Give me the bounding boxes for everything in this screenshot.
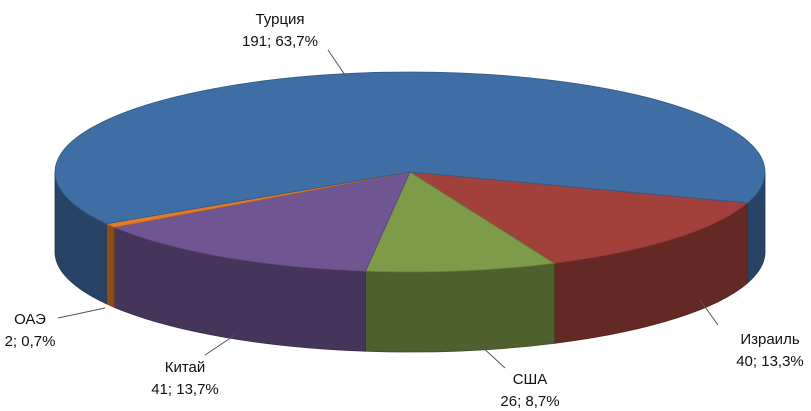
label-value: 191; 63,7%: [242, 33, 318, 50]
slice-side: [105, 223, 115, 308]
leader-line: [699, 299, 719, 326]
label-name: Китай: [165, 359, 206, 376]
label-value: 2; 0,7%: [5, 333, 56, 350]
label-name: США: [513, 371, 548, 388]
label-name: ОАЭ: [14, 311, 46, 328]
label-value: 41; 13,7%: [151, 381, 219, 398]
label-value: 40; 13,3%: [736, 353, 804, 370]
leader-line: [204, 334, 236, 356]
label-name: Израиль: [740, 331, 799, 348]
slice: [54, 71, 766, 225]
slice: [112, 171, 411, 272]
slice: [409, 171, 749, 264]
leader-line: [327, 49, 346, 76]
label-name: Турция: [255, 11, 304, 28]
slice: [364, 171, 556, 273]
leader-line: [57, 307, 106, 319]
leader-line: [479, 344, 506, 369]
label-value: 26; 8,7%: [500, 393, 559, 410]
slice-side: [365, 262, 555, 353]
